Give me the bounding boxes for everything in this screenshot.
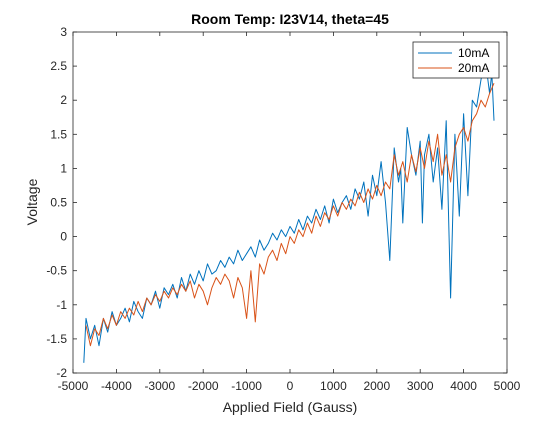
y-tick-label: -1 [56,298,67,312]
y-tick-label: 0.5 [50,196,67,210]
y-tick-label: -0.5 [46,264,67,278]
x-tick-label: 3000 [407,379,434,393]
x-tick-label: -2000 [188,379,219,393]
y-tick-label: 2 [60,93,67,107]
series-layer [83,58,495,363]
legend-label-10mA: 10mA [458,46,489,60]
legend-box [412,41,500,79]
y-tick-label: -2 [56,366,67,380]
x-tick-label: -3000 [144,379,175,393]
axes-layer: -5000 -4000 -3000 -2000 -1000 0 1000 2000 3000 40… [46,25,520,393]
y-tick-label: 2.5 [50,59,67,73]
series-line-20mA [85,83,495,347]
x-tick-label: -4000 [101,379,132,393]
y-tick-label: 1.5 [50,127,67,141]
x-tick-label: 1000 [320,379,347,393]
x-tick-label: 4000 [450,379,477,393]
x-tick-label: 0 [287,379,294,393]
x-tick-label: -5000 [58,379,89,393]
x-tick-label: 5000 [494,379,521,393]
y-tick-label: 1 [60,161,67,175]
y-tick-label: -1.5 [46,332,67,346]
y-axis-label: Voltage [24,178,40,225]
x-tick-label: 2000 [363,379,390,393]
x-axis-label: Applied Field (Gauss) [223,399,358,415]
legend-label-20mA: 20mA [458,61,489,75]
x-tick-label: -1000 [231,379,262,393]
y-tick-label: 3 [60,25,67,39]
plot-area [73,32,507,373]
legend: 10mA 20mA [412,41,500,79]
y-tick-label: 0 [60,230,67,244]
chart-title: Room Temp: I23V14, theta=45 [191,11,389,27]
